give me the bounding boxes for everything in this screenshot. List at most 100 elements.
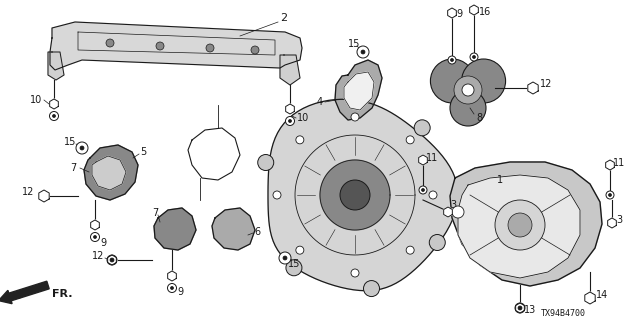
Circle shape [515, 303, 525, 313]
Circle shape [609, 194, 611, 196]
Circle shape [340, 180, 370, 210]
Text: 9: 9 [456, 9, 462, 19]
Polygon shape [605, 160, 614, 170]
Polygon shape [585, 292, 595, 304]
Circle shape [286, 260, 302, 276]
Circle shape [76, 142, 88, 154]
Polygon shape [450, 162, 602, 286]
Circle shape [107, 255, 117, 265]
Circle shape [364, 281, 380, 297]
Circle shape [357, 46, 369, 58]
Circle shape [422, 188, 424, 191]
Text: 15: 15 [288, 259, 300, 269]
Polygon shape [444, 207, 452, 217]
Circle shape [251, 46, 259, 54]
Circle shape [508, 213, 532, 237]
Text: 3: 3 [450, 200, 456, 210]
Text: 10: 10 [30, 95, 42, 105]
Text: 11: 11 [613, 158, 625, 168]
Text: 13: 13 [524, 305, 536, 315]
Circle shape [406, 136, 414, 144]
Circle shape [461, 59, 506, 103]
Polygon shape [320, 160, 390, 230]
Circle shape [451, 59, 454, 61]
Circle shape [518, 306, 522, 310]
Text: 14: 14 [596, 290, 608, 300]
Circle shape [351, 269, 359, 277]
Circle shape [170, 286, 173, 290]
Polygon shape [50, 99, 58, 109]
Circle shape [419, 186, 427, 194]
Circle shape [414, 120, 430, 136]
Circle shape [361, 50, 365, 54]
Circle shape [606, 191, 614, 199]
Circle shape [448, 56, 456, 64]
Circle shape [80, 146, 84, 150]
Polygon shape [285, 104, 294, 114]
Circle shape [452, 206, 464, 218]
Text: 12: 12 [22, 187, 35, 197]
Circle shape [285, 116, 294, 125]
FancyArrow shape [0, 281, 49, 304]
Polygon shape [39, 190, 49, 202]
Polygon shape [470, 5, 478, 15]
Text: 9: 9 [100, 238, 106, 248]
Circle shape [462, 84, 474, 96]
Text: 15: 15 [348, 39, 360, 49]
Polygon shape [447, 8, 456, 18]
Circle shape [93, 236, 97, 238]
Circle shape [289, 119, 291, 123]
Text: 6: 6 [254, 227, 260, 237]
Circle shape [431, 59, 474, 103]
Circle shape [283, 256, 287, 260]
Circle shape [110, 258, 114, 262]
Text: 4: 4 [317, 97, 323, 107]
Circle shape [52, 115, 56, 117]
Circle shape [347, 92, 363, 108]
Circle shape [296, 136, 304, 144]
Circle shape [429, 191, 437, 199]
Polygon shape [335, 60, 382, 120]
Circle shape [273, 191, 281, 199]
Circle shape [406, 246, 414, 254]
Circle shape [351, 113, 359, 121]
Circle shape [90, 233, 99, 242]
Text: 1: 1 [497, 175, 503, 185]
Polygon shape [419, 155, 428, 165]
Text: 5: 5 [140, 147, 147, 157]
Text: 7: 7 [70, 163, 76, 173]
Circle shape [470, 53, 478, 61]
Text: 8: 8 [476, 113, 482, 123]
Polygon shape [168, 271, 177, 281]
Circle shape [206, 44, 214, 52]
Circle shape [258, 155, 274, 171]
Text: FR.: FR. [52, 289, 72, 299]
Text: 12: 12 [92, 251, 104, 261]
Polygon shape [91, 220, 99, 230]
Circle shape [168, 284, 177, 292]
Text: 3: 3 [616, 215, 622, 225]
Polygon shape [212, 208, 255, 250]
Text: 7: 7 [152, 208, 158, 218]
Polygon shape [84, 145, 138, 200]
Text: 10: 10 [297, 113, 309, 123]
Circle shape [296, 246, 304, 254]
Text: TX94B4700: TX94B4700 [541, 309, 586, 318]
Circle shape [429, 235, 445, 251]
Polygon shape [528, 82, 538, 94]
Text: 2: 2 [280, 13, 287, 23]
Circle shape [450, 90, 486, 126]
Text: 16: 16 [479, 7, 492, 17]
Circle shape [49, 111, 58, 121]
Polygon shape [154, 208, 196, 250]
Text: 9: 9 [177, 287, 183, 297]
Circle shape [156, 42, 164, 50]
Circle shape [454, 76, 482, 104]
Text: 11: 11 [426, 153, 438, 163]
Circle shape [106, 39, 114, 47]
Circle shape [472, 55, 476, 59]
Polygon shape [607, 218, 616, 228]
Circle shape [279, 252, 291, 264]
Circle shape [495, 200, 545, 250]
Polygon shape [108, 255, 116, 265]
